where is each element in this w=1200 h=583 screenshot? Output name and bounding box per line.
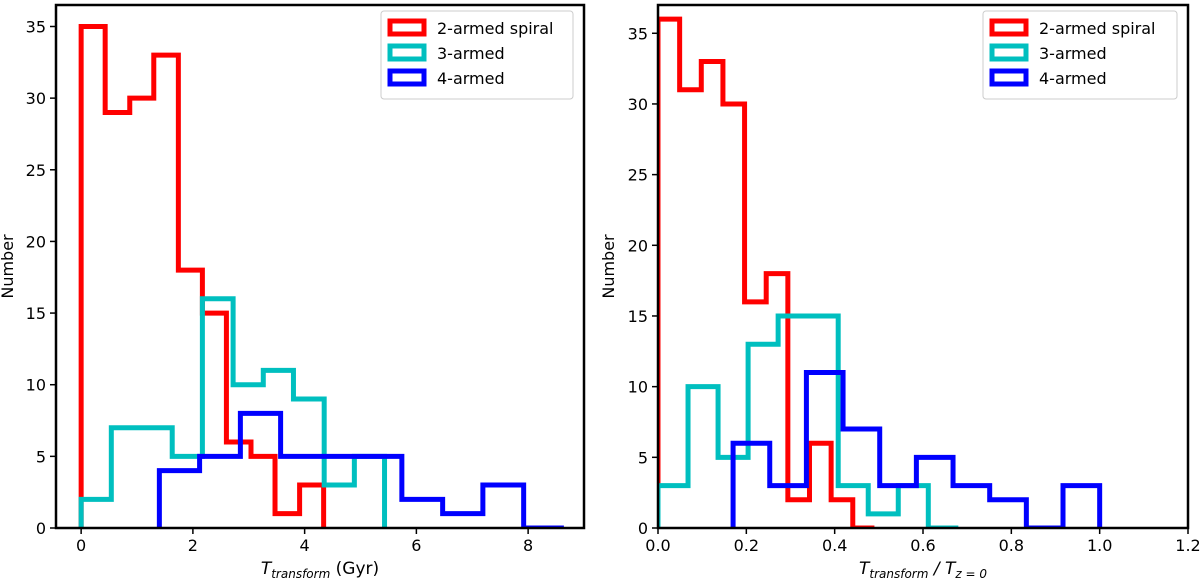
x-tick-label: 0.4: [822, 536, 847, 555]
x-label-sub: transform: [271, 567, 330, 578]
histogram-series-3-armed: [658, 313, 959, 528]
histogram-series-2-armed-spiral: [78, 23, 327, 528]
plot-area: [78, 23, 564, 528]
x-label-sub: transform: [869, 567, 928, 578]
y-tick-label: 10: [26, 376, 46, 395]
legend-box: [380, 10, 574, 100]
legend-swatch: [387, 43, 427, 62]
histogram-series-2-armed-spiral: [658, 16, 875, 528]
legend-swatch: [387, 18, 427, 37]
chart-panel-2: 0.0 0.2 0.4 0.6 0.8 1.0 1.2 0 5 10 15 20 25 30 35 Numbe…: [599, 3, 1200, 581]
x-tick-label: 6: [411, 536, 421, 555]
legend-label: 4-armed: [437, 69, 505, 88]
y-tick-label: 20: [628, 236, 648, 255]
legend-label: 3-armed: [1039, 44, 1107, 63]
y-tick-label: 20: [26, 232, 46, 251]
y-tick-label: 30: [628, 95, 648, 114]
legend-label: 3-armed: [437, 44, 505, 63]
y-tick-label: 5: [36, 447, 46, 466]
x-tick-label: 0.2: [734, 536, 759, 555]
y-tick-label: 5: [638, 448, 648, 467]
legend-swatch: [989, 43, 1029, 62]
x-label-unit: (Gyr): [330, 559, 379, 578]
legend-label: 4-armed: [1039, 69, 1107, 88]
x-axis-label: Ttransform (Gyr): [261, 559, 379, 578]
x-tick-label: 1.0: [1087, 536, 1112, 555]
x-tick-label: 0.8: [999, 536, 1024, 555]
x-label-sub2: z = 0: [954, 567, 987, 578]
x-tick-label: 2: [188, 536, 198, 555]
plot-area: [658, 16, 1103, 528]
legend-box: [982, 10, 1178, 100]
y-tick-label: 15: [26, 304, 46, 323]
legend-label: 2-armed spiral: [437, 19, 554, 38]
y-axis-label: Number: [0, 234, 17, 299]
y-tick-label: 25: [26, 161, 46, 180]
legend-swatch: [387, 68, 427, 87]
legend: 2-armed spiral 3-armed 4-armed: [380, 10, 574, 100]
legend-swatch: [989, 18, 1029, 37]
y-tick-label: 35: [26, 17, 46, 36]
y-axis-label: Number: [599, 234, 618, 299]
x-tick-label: 0.0: [645, 536, 670, 555]
x-tick-label: 4: [300, 536, 310, 555]
axes-frame: [54, 3, 586, 530]
legend-swatch: [989, 68, 1029, 87]
legend-label: 2-armed spiral: [1039, 19, 1156, 38]
y-tick-label: 10: [628, 378, 648, 397]
y-tick-label: 30: [26, 89, 46, 108]
y-tick-label: 35: [628, 24, 648, 43]
y-tick-label: 0: [36, 519, 46, 538]
legend: 2-armed spiral 3-armed 4-armed: [982, 10, 1178, 100]
histogram-series-3-armed: [78, 296, 388, 528]
y-tick-label: 0: [638, 519, 648, 538]
x-tick-label: 0: [76, 536, 86, 555]
x-label-main: T: [859, 559, 871, 578]
x-tick-label: 8: [523, 536, 533, 555]
histogram-series-4-armed: [730, 370, 1103, 528]
chart-panel-1: 0 2 4 6 8 0 5 10 15 20 25 30 35 Number Ttransform (Gyr…: [0, 3, 586, 581]
histogram-series-4-armed: [156, 410, 564, 528]
y-tick-label: 15: [628, 307, 648, 326]
x-tick-label: 1.2: [1175, 536, 1200, 555]
x-label-mid: / T: [928, 559, 957, 578]
x-label-main: T: [261, 559, 273, 578]
y-tick-label: 25: [628, 166, 648, 185]
x-axis-label: Ttransform / Tz = 0: [859, 559, 987, 578]
x-tick-label: 0.6: [910, 536, 935, 555]
